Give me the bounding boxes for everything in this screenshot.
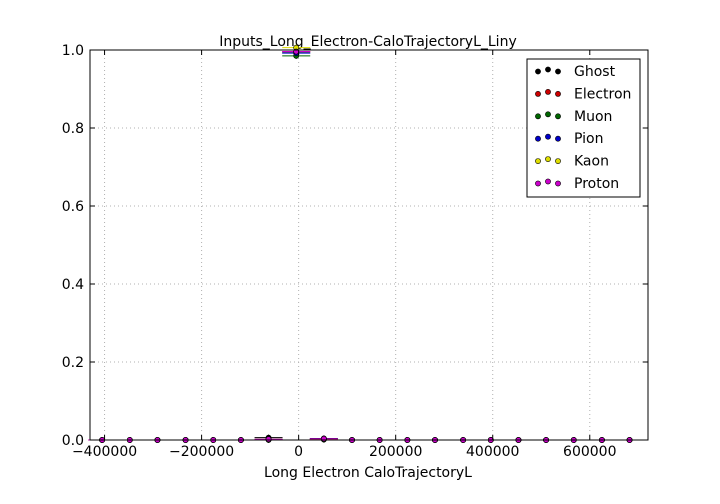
legend-label: Proton [574,176,619,192]
legend-marker [555,113,561,120]
x-tick-label: 600000 [563,444,616,460]
legend-label: Electron [574,86,631,102]
legend-marker [555,180,561,187]
legend-label: Pion [574,131,603,147]
x-tick-label: −400000 [72,444,137,460]
chart-title: Inputs_Long_Electron-CaloTrajectoryL_Lin… [219,34,516,50]
legend-label: Ghost [574,64,616,80]
y-tick-label: 0.4 [62,277,84,293]
legend-marker [545,133,551,140]
legend-marker [555,158,561,164]
legend-marker [555,91,561,97]
legend-marker [545,66,551,73]
legend-label: Kaon [574,154,609,170]
y-tick-label: 1.0 [62,43,84,59]
legend-box [526,58,641,198]
legend-marker [545,156,551,162]
legend-marker [555,68,561,75]
x-tick-label: 400000 [466,444,519,460]
legend-marker [555,135,561,142]
legend-marker [545,89,551,95]
x-axis-label: Long Electron CaloTrajectoryL [264,465,472,481]
legend-marker [535,68,541,75]
legend-marker [535,91,541,97]
data-point [320,435,327,442]
legend-marker [535,135,541,142]
y-tick-label: 0.0 [62,433,84,449]
y-tick-label: 0.2 [62,355,84,371]
x-tick-label: −200000 [169,444,234,460]
legend-marker [545,111,551,118]
legend-marker [535,113,541,120]
legend-marker [535,180,541,187]
legend-marker [545,178,551,185]
y-tick-label: 0.6 [62,199,84,215]
x-tick-label: 0 [294,444,303,460]
y-tick-label: 0.8 [62,121,84,137]
plot-area-frame [89,49,649,441]
x-tick-label: 200000 [369,444,422,460]
axis-ticks: −400000 −200000 0 200000 400000 600000 0.0 0.2 0… [62,43,648,460]
legend-marker [535,158,541,164]
data-point [265,436,272,443]
legend-label: Muon [574,109,612,125]
legend: Ghost Electron Muon Pion Kaon Proton [526,58,641,198]
